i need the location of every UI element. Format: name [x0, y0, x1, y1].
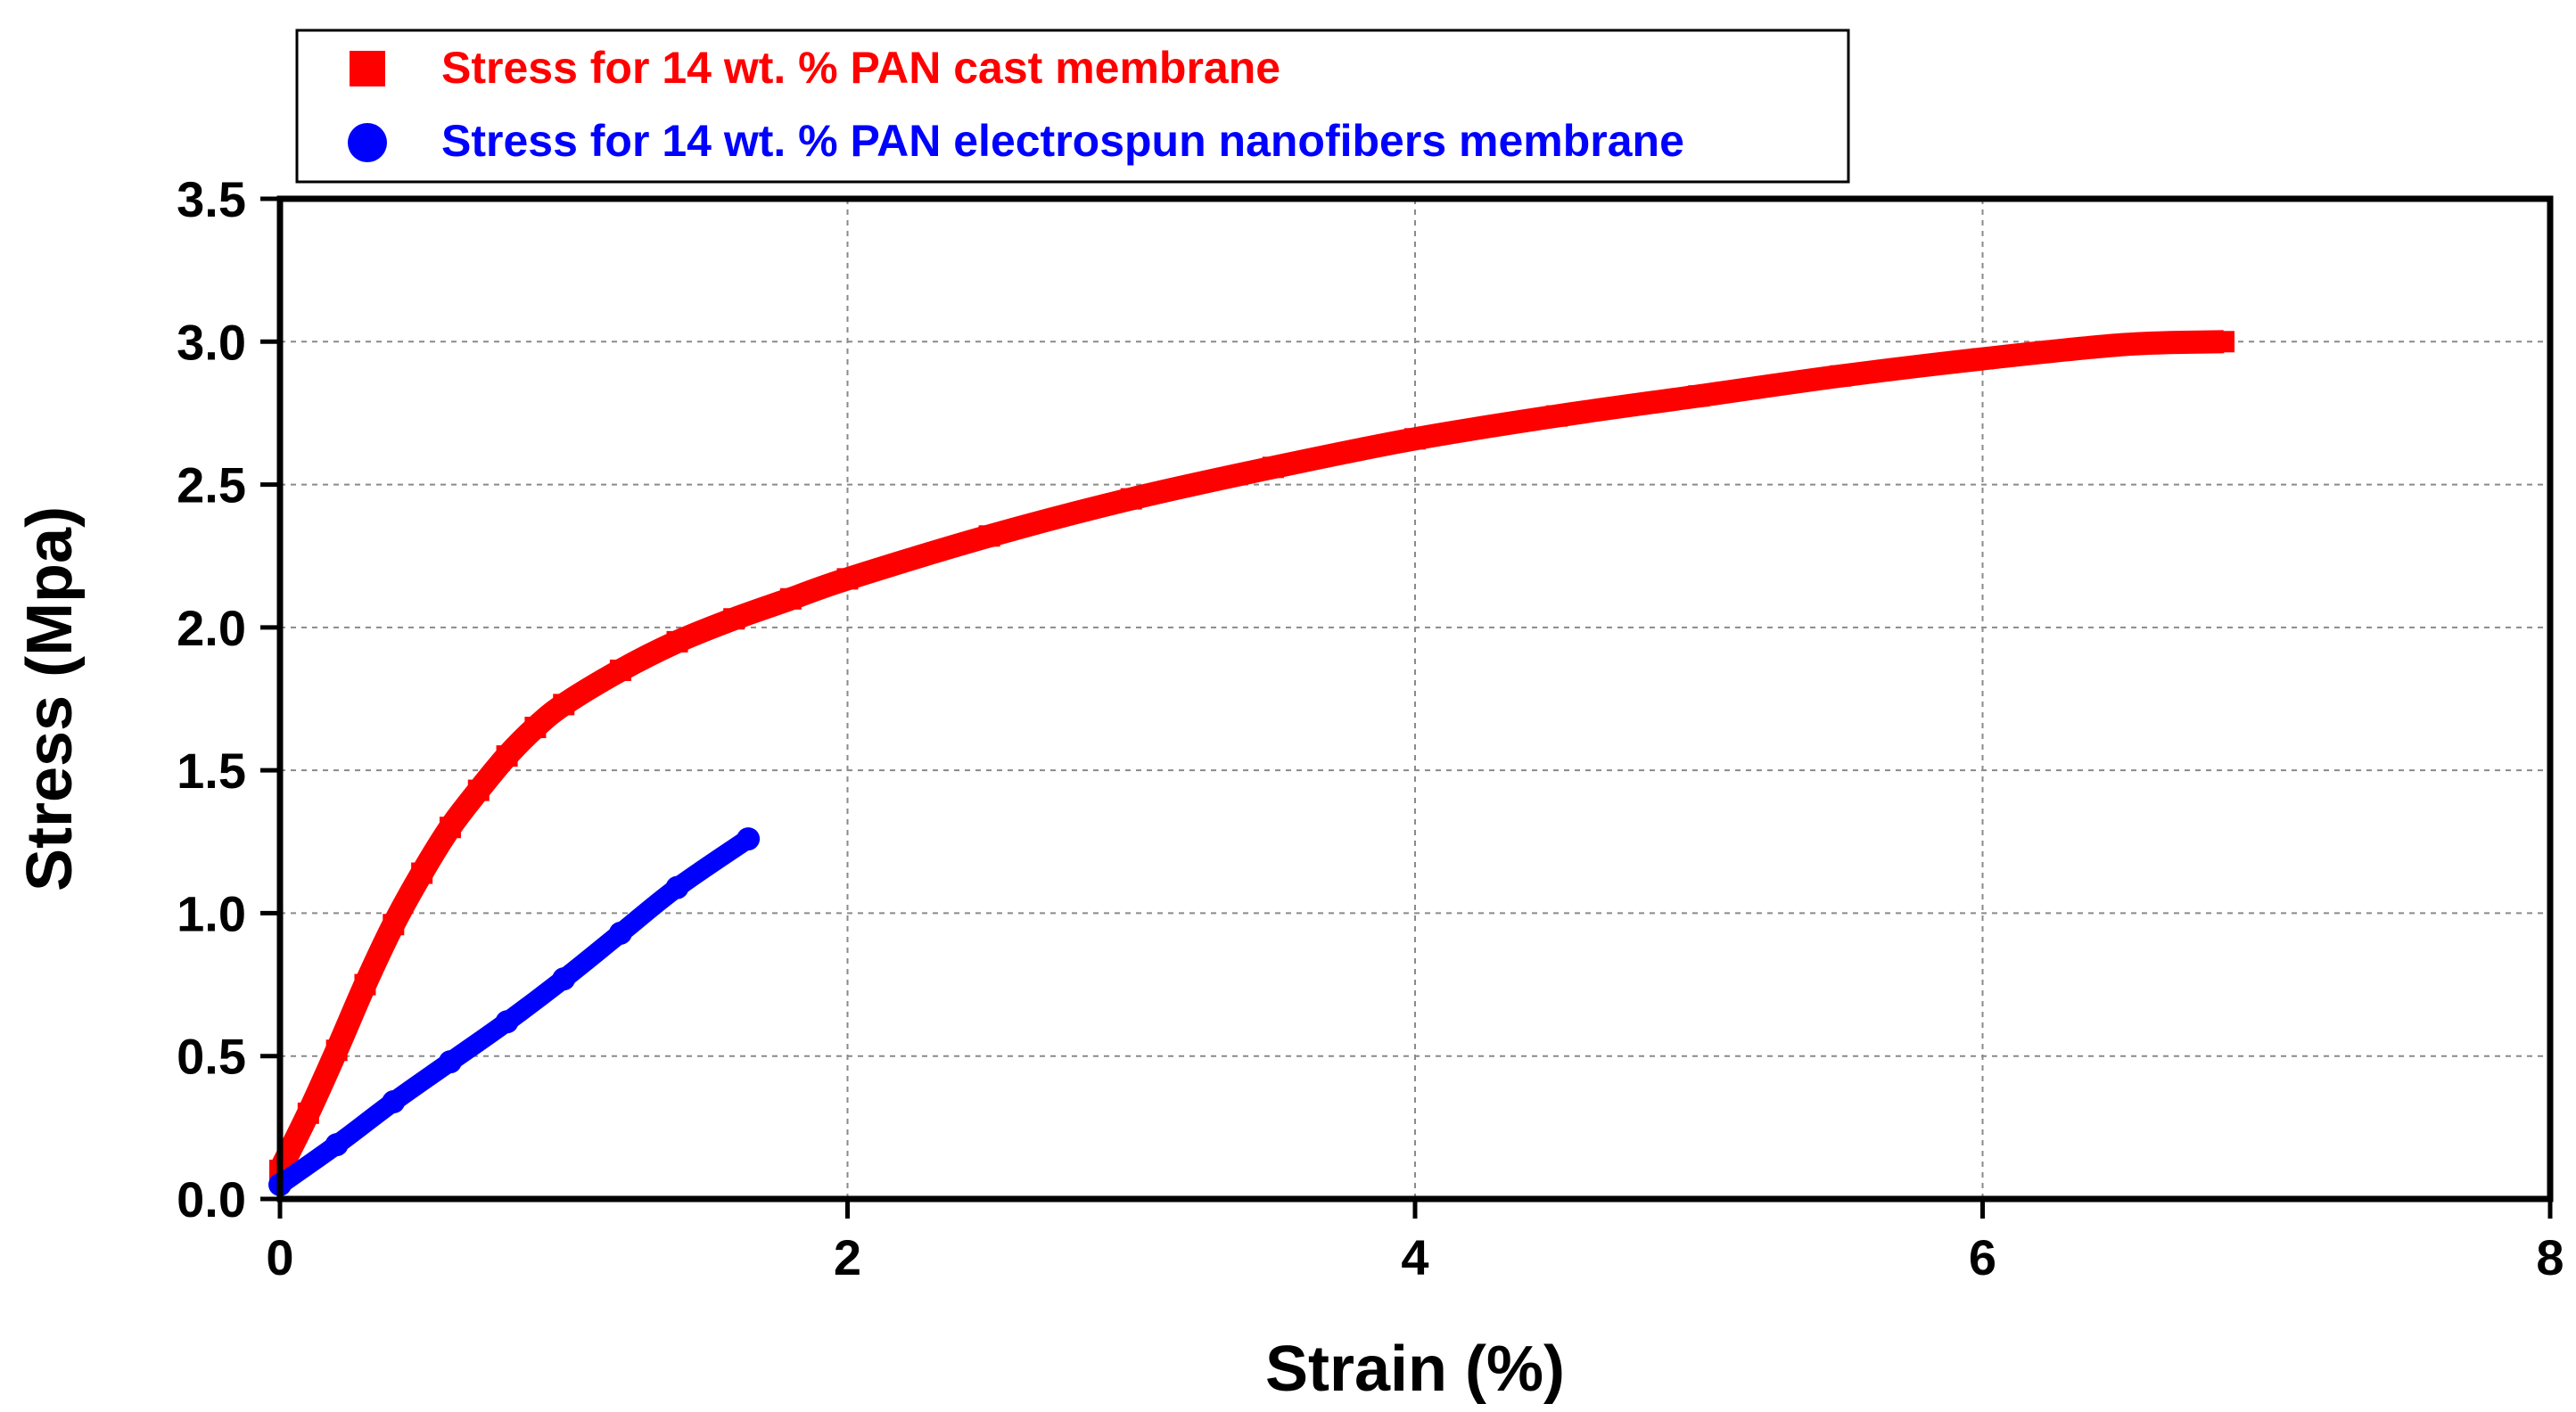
legend-box — [295, 29, 1850, 184]
y-tick-label: 3.5 — [177, 171, 246, 227]
data-point-electrospun — [737, 827, 761, 851]
data-point-cast — [1546, 405, 1568, 427]
data-point-cast — [723, 608, 745, 630]
data-point-cast — [383, 914, 405, 936]
data-point-electrospun — [438, 1050, 462, 1074]
y-tick-label: 1.5 — [177, 743, 246, 799]
data-point-cast — [411, 862, 433, 884]
y-tick-label: 0.0 — [177, 1171, 246, 1227]
legend: Stress for 14 wt. % PAN cast membrane St… — [295, 29, 1850, 184]
data-point-cast — [1688, 385, 1710, 407]
x-tick-label: 0 — [266, 1229, 293, 1285]
data-point-electrospun — [495, 1010, 519, 1034]
data-point-electrospun — [325, 1133, 349, 1157]
legend-label-cast: Stress for 14 wt. % PAN cast membrane — [441, 43, 1280, 93]
legend-marker-square-icon — [350, 51, 385, 86]
data-point-cast — [297, 1102, 319, 1124]
data-point-cast — [1830, 365, 1852, 387]
data-point-electrospun — [608, 921, 632, 945]
data-point-cast — [978, 525, 1000, 547]
legend-marker-circle-icon — [348, 123, 387, 162]
x-axis-title: Strain (%) — [1265, 1334, 1565, 1405]
x-tick-label: 8 — [2536, 1229, 2564, 1285]
data-point-cast — [1971, 348, 1994, 370]
x-tick-label: 6 — [1969, 1229, 1996, 1285]
data-point-cast — [666, 630, 688, 653]
series-line-cast — [269, 330, 2225, 1176]
data-point-cast — [1404, 428, 1426, 450]
data-point-cast — [467, 779, 490, 801]
data-point-cast — [1120, 488, 1142, 510]
y-tick-label: 2.5 — [177, 457, 246, 513]
y-axis-title: Stress (Mpa) — [14, 506, 86, 891]
y-tick-label: 1.0 — [177, 885, 246, 941]
data-point-cast — [439, 817, 461, 839]
y-tick-label: 3.0 — [177, 314, 246, 370]
data-point-cast — [779, 587, 802, 610]
data-point-electrospun — [382, 1090, 406, 1114]
data-point-cast — [609, 659, 631, 681]
data-point-cast — [524, 717, 547, 739]
legend-label-electrospun: Stress for 14 wt. % PAN electrospun nano… — [441, 116, 1684, 166]
y-tick-label: 2.0 — [177, 600, 246, 656]
data-point-cast — [2113, 333, 2136, 356]
data-point-cast — [354, 973, 376, 996]
data-point-cast — [1262, 456, 1284, 479]
data-point-cast — [836, 568, 859, 590]
data-point-electrospun — [665, 875, 689, 899]
data-point-cast — [2213, 331, 2235, 353]
data-point-cast — [325, 1039, 348, 1062]
series-layer — [268, 330, 2235, 1196]
data-point-electrospun — [552, 967, 576, 991]
y-tick-label: 0.5 — [177, 1029, 246, 1085]
data-point-cast — [496, 745, 518, 768]
x-tick-label: 2 — [834, 1229, 861, 1285]
ticks: 0 2 4 6 8 0.0 0.5 1.0 1.5 2.0 2.5 3.0 3.5 — [177, 171, 2564, 1285]
x-tick-label: 4 — [1401, 1229, 1428, 1285]
data-point-cast — [553, 694, 575, 716]
